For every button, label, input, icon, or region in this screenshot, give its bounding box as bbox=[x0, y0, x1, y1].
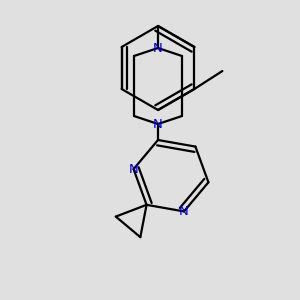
Text: N: N bbox=[129, 163, 138, 176]
Text: N: N bbox=[153, 41, 163, 55]
Text: N: N bbox=[179, 205, 189, 218]
Text: N: N bbox=[153, 118, 163, 130]
